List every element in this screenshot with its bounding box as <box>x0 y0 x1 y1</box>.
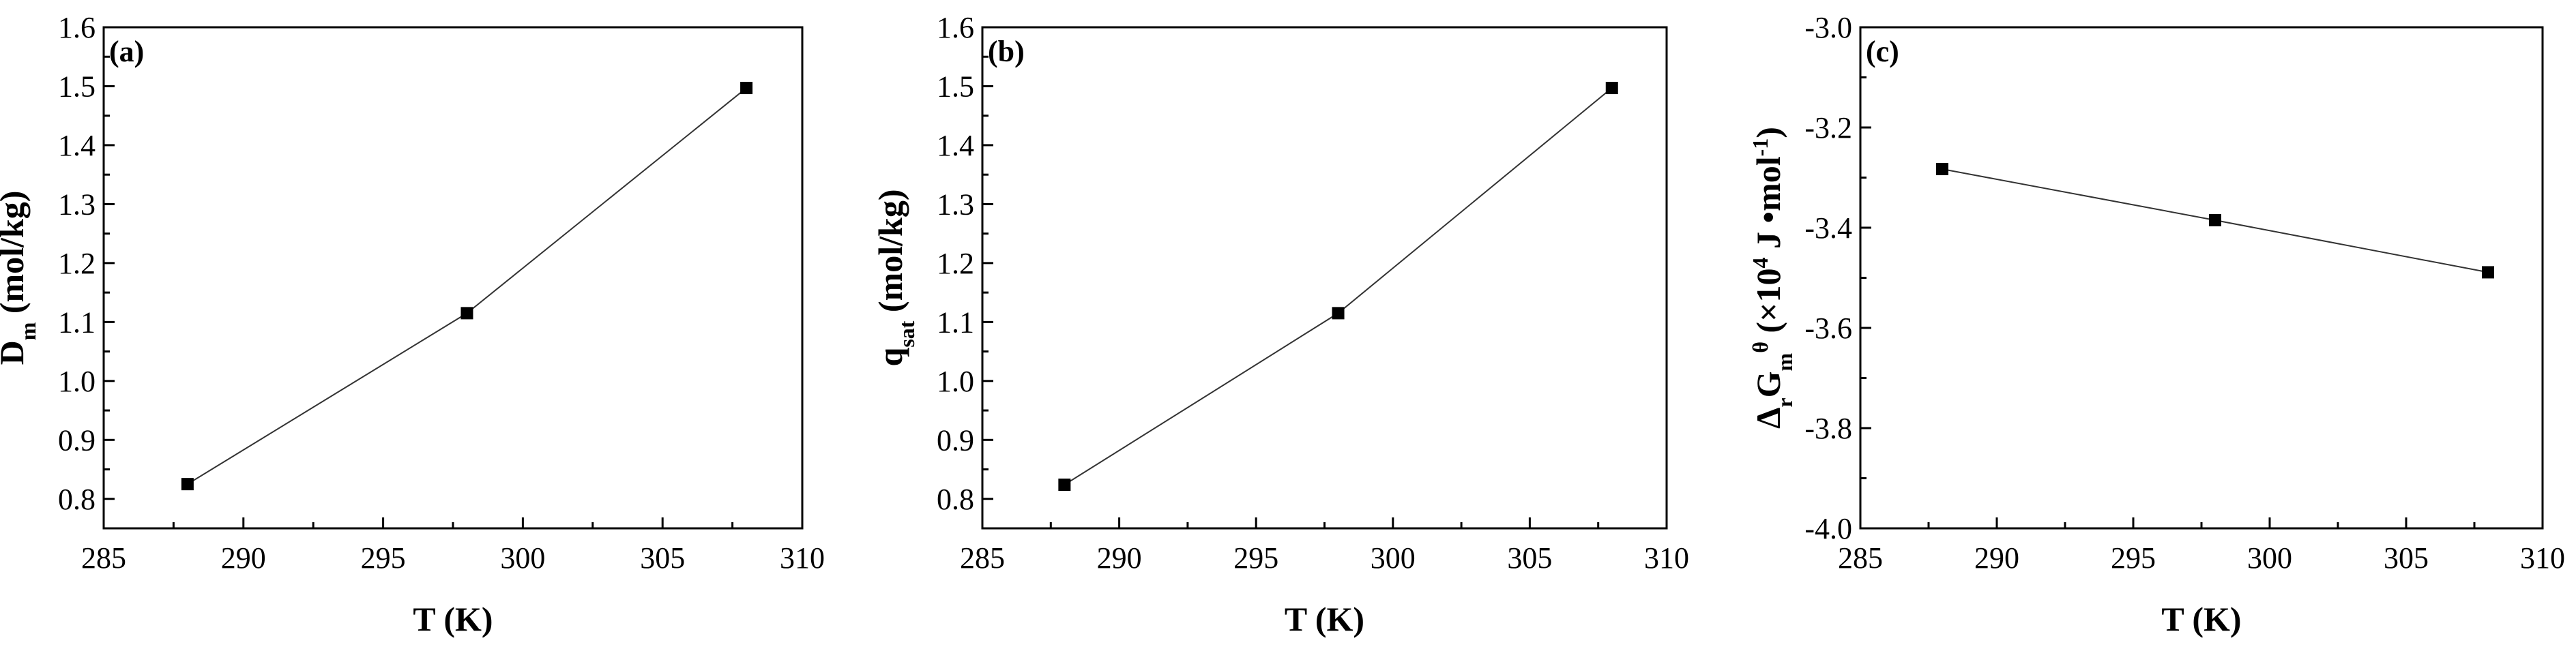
data-point <box>740 82 753 95</box>
data-point <box>1058 479 1071 492</box>
data-point <box>2482 266 2494 279</box>
y-tick-label: 1.4 <box>937 129 974 162</box>
y-axis-title: ΔrGmθ (×104 J •mol-1) <box>1748 127 1797 429</box>
x-tick-label: 305 <box>2384 541 2429 575</box>
x-tick-label: 300 <box>500 541 545 575</box>
x-tick-label: 290 <box>1097 541 1142 575</box>
y-tick-label: 0.9 <box>58 423 96 457</box>
y-tick-label: 1.0 <box>58 365 96 398</box>
y-tick-label: 1.3 <box>937 187 974 221</box>
y-tick-label: 0.9 <box>937 423 974 457</box>
y-tick-label: 1.1 <box>937 305 974 339</box>
x-tick-label: 295 <box>2111 541 2156 575</box>
x-tick-label: 310 <box>780 541 825 575</box>
y-tick-label: -3.6 <box>1804 312 1852 345</box>
y-tick-label: 1.4 <box>58 129 96 162</box>
x-tick-label: 305 <box>640 541 685 575</box>
y-tick-label: 1.2 <box>937 247 974 280</box>
x-axis-title: T (K) <box>413 600 493 638</box>
x-tick-label: 310 <box>1644 541 1689 575</box>
y-tick-label: 1.3 <box>58 187 96 221</box>
panel-label: (c) <box>1866 35 1899 68</box>
y-axis-title: qsat (mol/kg) <box>871 190 919 367</box>
y-tick-label: 1.5 <box>937 70 974 103</box>
x-tick-label: 295 <box>361 541 406 575</box>
panel-label: (a) <box>109 35 144 68</box>
y-tick-label: 1.5 <box>58 70 96 103</box>
y-axis-title: Dm (mol/kg) <box>0 191 40 365</box>
x-tick-label: 310 <box>2520 541 2565 575</box>
y-tick-label: 1.2 <box>58 247 96 280</box>
plot-frame <box>981 26 1668 530</box>
panel-label: (b) <box>988 35 1025 68</box>
y-tick-label: 1.0 <box>937 365 974 398</box>
y-tick-label: -3.2 <box>1804 111 1852 145</box>
x-tick-label: 290 <box>221 541 266 575</box>
x-tick-label: 295 <box>1233 541 1278 575</box>
data-point <box>2209 213 2221 226</box>
x-axis-title: T (K) <box>1285 600 1364 638</box>
x-tick-label: 290 <box>1974 541 2019 575</box>
chart-panel-b: 285 290 295 300 305 310 0.8 0.9 1.0 1.1 1.2 1.3 1.4 1… <box>871 11 1689 638</box>
plot-frame <box>102 26 804 530</box>
x-tick-label: 285 <box>1838 541 1883 575</box>
x-tick-label: 305 <box>1507 541 1552 575</box>
y-tick-label: 1.6 <box>937 11 974 44</box>
y-tick-label: -3.4 <box>1804 211 1852 245</box>
y-tick-label: 1.1 <box>58 305 96 339</box>
chart-panel-c: 285 290 295 300 305 310 -4.0 -3.8 -3.6 -3.4 -3.2 -3… <box>1748 11 2565 638</box>
x-tick-label: 300 <box>2247 541 2292 575</box>
x-axis-title: T (K) <box>2161 600 2241 638</box>
y-tick-label: 0.8 <box>58 483 96 516</box>
y-tick-label: -3.0 <box>1804 11 1852 44</box>
y-tick-label: 0.8 <box>937 483 974 516</box>
plot-frame <box>1859 26 2544 530</box>
data-point <box>460 307 473 320</box>
y-tick-label: -3.8 <box>1804 412 1852 445</box>
data-point <box>1605 82 1618 95</box>
x-tick-label: 285 <box>81 541 126 575</box>
data-point <box>1332 307 1345 320</box>
x-tick-label: 285 <box>960 541 1005 575</box>
data-point <box>1936 163 1948 176</box>
y-tick-label: 1.6 <box>58 11 96 44</box>
data-point <box>181 478 194 491</box>
x-tick-label: 300 <box>1371 541 1416 575</box>
chart-panel-a: 285 290 295 300 305 310 0.8 0.9 1.0 1.1 1.2 1.3 1.4 1… <box>0 11 825 638</box>
series-line <box>187 87 747 485</box>
series-line <box>1064 87 1613 485</box>
y-tick-label: -4.0 <box>1804 512 1852 545</box>
